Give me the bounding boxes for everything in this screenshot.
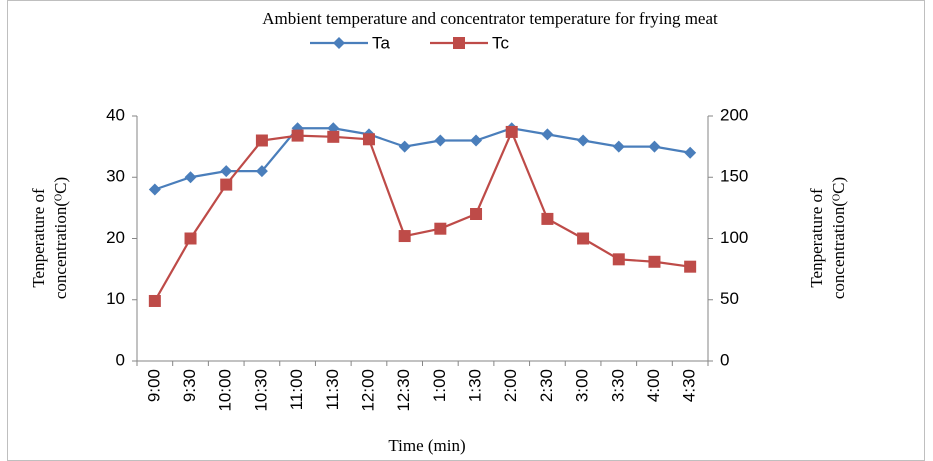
point	[577, 232, 590, 245]
point	[220, 178, 233, 191]
point	[434, 222, 447, 235]
point	[148, 183, 161, 196]
point	[398, 140, 411, 153]
point	[684, 260, 697, 273]
chart-title: Ambient temperature and concentrator tem…	[262, 9, 718, 28]
y-tick-label: 20	[106, 228, 125, 247]
x-tick-label: 3:30	[608, 369, 627, 402]
point	[470, 134, 483, 147]
point	[255, 134, 268, 147]
x-tick-label: 9:30	[180, 369, 199, 402]
x-tick-label: 9:00	[144, 369, 163, 402]
x-axis-label: Time (min)	[388, 436, 465, 455]
point	[148, 294, 161, 307]
point	[453, 37, 465, 49]
x-tick-label: 1:30	[466, 369, 485, 402]
x-tick-label: 11:00	[287, 369, 306, 410]
point	[362, 133, 375, 146]
point	[505, 125, 518, 138]
series-line	[154, 127, 691, 191]
x-tick-label: 10:00	[216, 369, 235, 412]
point	[333, 37, 345, 49]
y2-axis-label-line: Tenperature of	[807, 188, 826, 288]
y-axis-label: Tenperature of concentration(ᴼC)	[29, 177, 70, 299]
y-axis-label-line: concentration(ᴼC)	[51, 177, 70, 299]
point	[184, 171, 197, 184]
y2-tick-label: 150	[720, 167, 748, 186]
point	[398, 230, 411, 243]
y2-axis-label: Tenperature of concentration(ᴼC)	[807, 177, 848, 299]
legend-label: Tc	[492, 33, 510, 52]
point	[648, 140, 661, 153]
y2-tick-label: 0	[720, 350, 729, 369]
y2-tick-label: 100	[720, 228, 748, 247]
point	[541, 128, 554, 141]
x-tick-label: 4:30	[680, 369, 699, 402]
x-tick-label: 12:30	[394, 369, 413, 412]
point	[291, 129, 304, 142]
point	[184, 232, 197, 245]
y-axis-label-line: Tenperature of	[29, 188, 48, 288]
point	[612, 140, 625, 153]
x-tick-label: 1:00	[430, 369, 449, 402]
point	[470, 208, 483, 220]
x-tick-label: 10:30	[251, 369, 270, 412]
y-tick-label: 0	[116, 350, 125, 369]
point	[255, 165, 268, 178]
point	[577, 134, 590, 147]
y-tick-label: 10	[106, 289, 125, 308]
point	[541, 212, 554, 225]
point	[220, 165, 233, 178]
x-tick-label: 11:30	[323, 369, 342, 410]
x-tick-label: 4:00	[644, 369, 663, 402]
x-tick-label: 2:00	[501, 369, 520, 402]
point	[684, 146, 697, 159]
y2-axis-label-line: concentration(ᴼC)	[829, 177, 848, 299]
x-tick-label: 3:00	[573, 369, 592, 402]
x-tick-label: 2:30	[537, 369, 556, 402]
point	[648, 255, 661, 268]
y-tick-label: 30	[106, 167, 125, 186]
point	[327, 130, 340, 143]
legend-label: Ta	[372, 33, 391, 52]
y-tick-label: 40	[106, 105, 125, 124]
point	[612, 253, 625, 266]
y2-tick-label: 50	[720, 289, 739, 308]
y2-tick-label: 200	[720, 105, 748, 124]
series-line	[153, 129, 691, 302]
point	[434, 134, 447, 147]
x-tick-label: 12:00	[358, 369, 377, 412]
